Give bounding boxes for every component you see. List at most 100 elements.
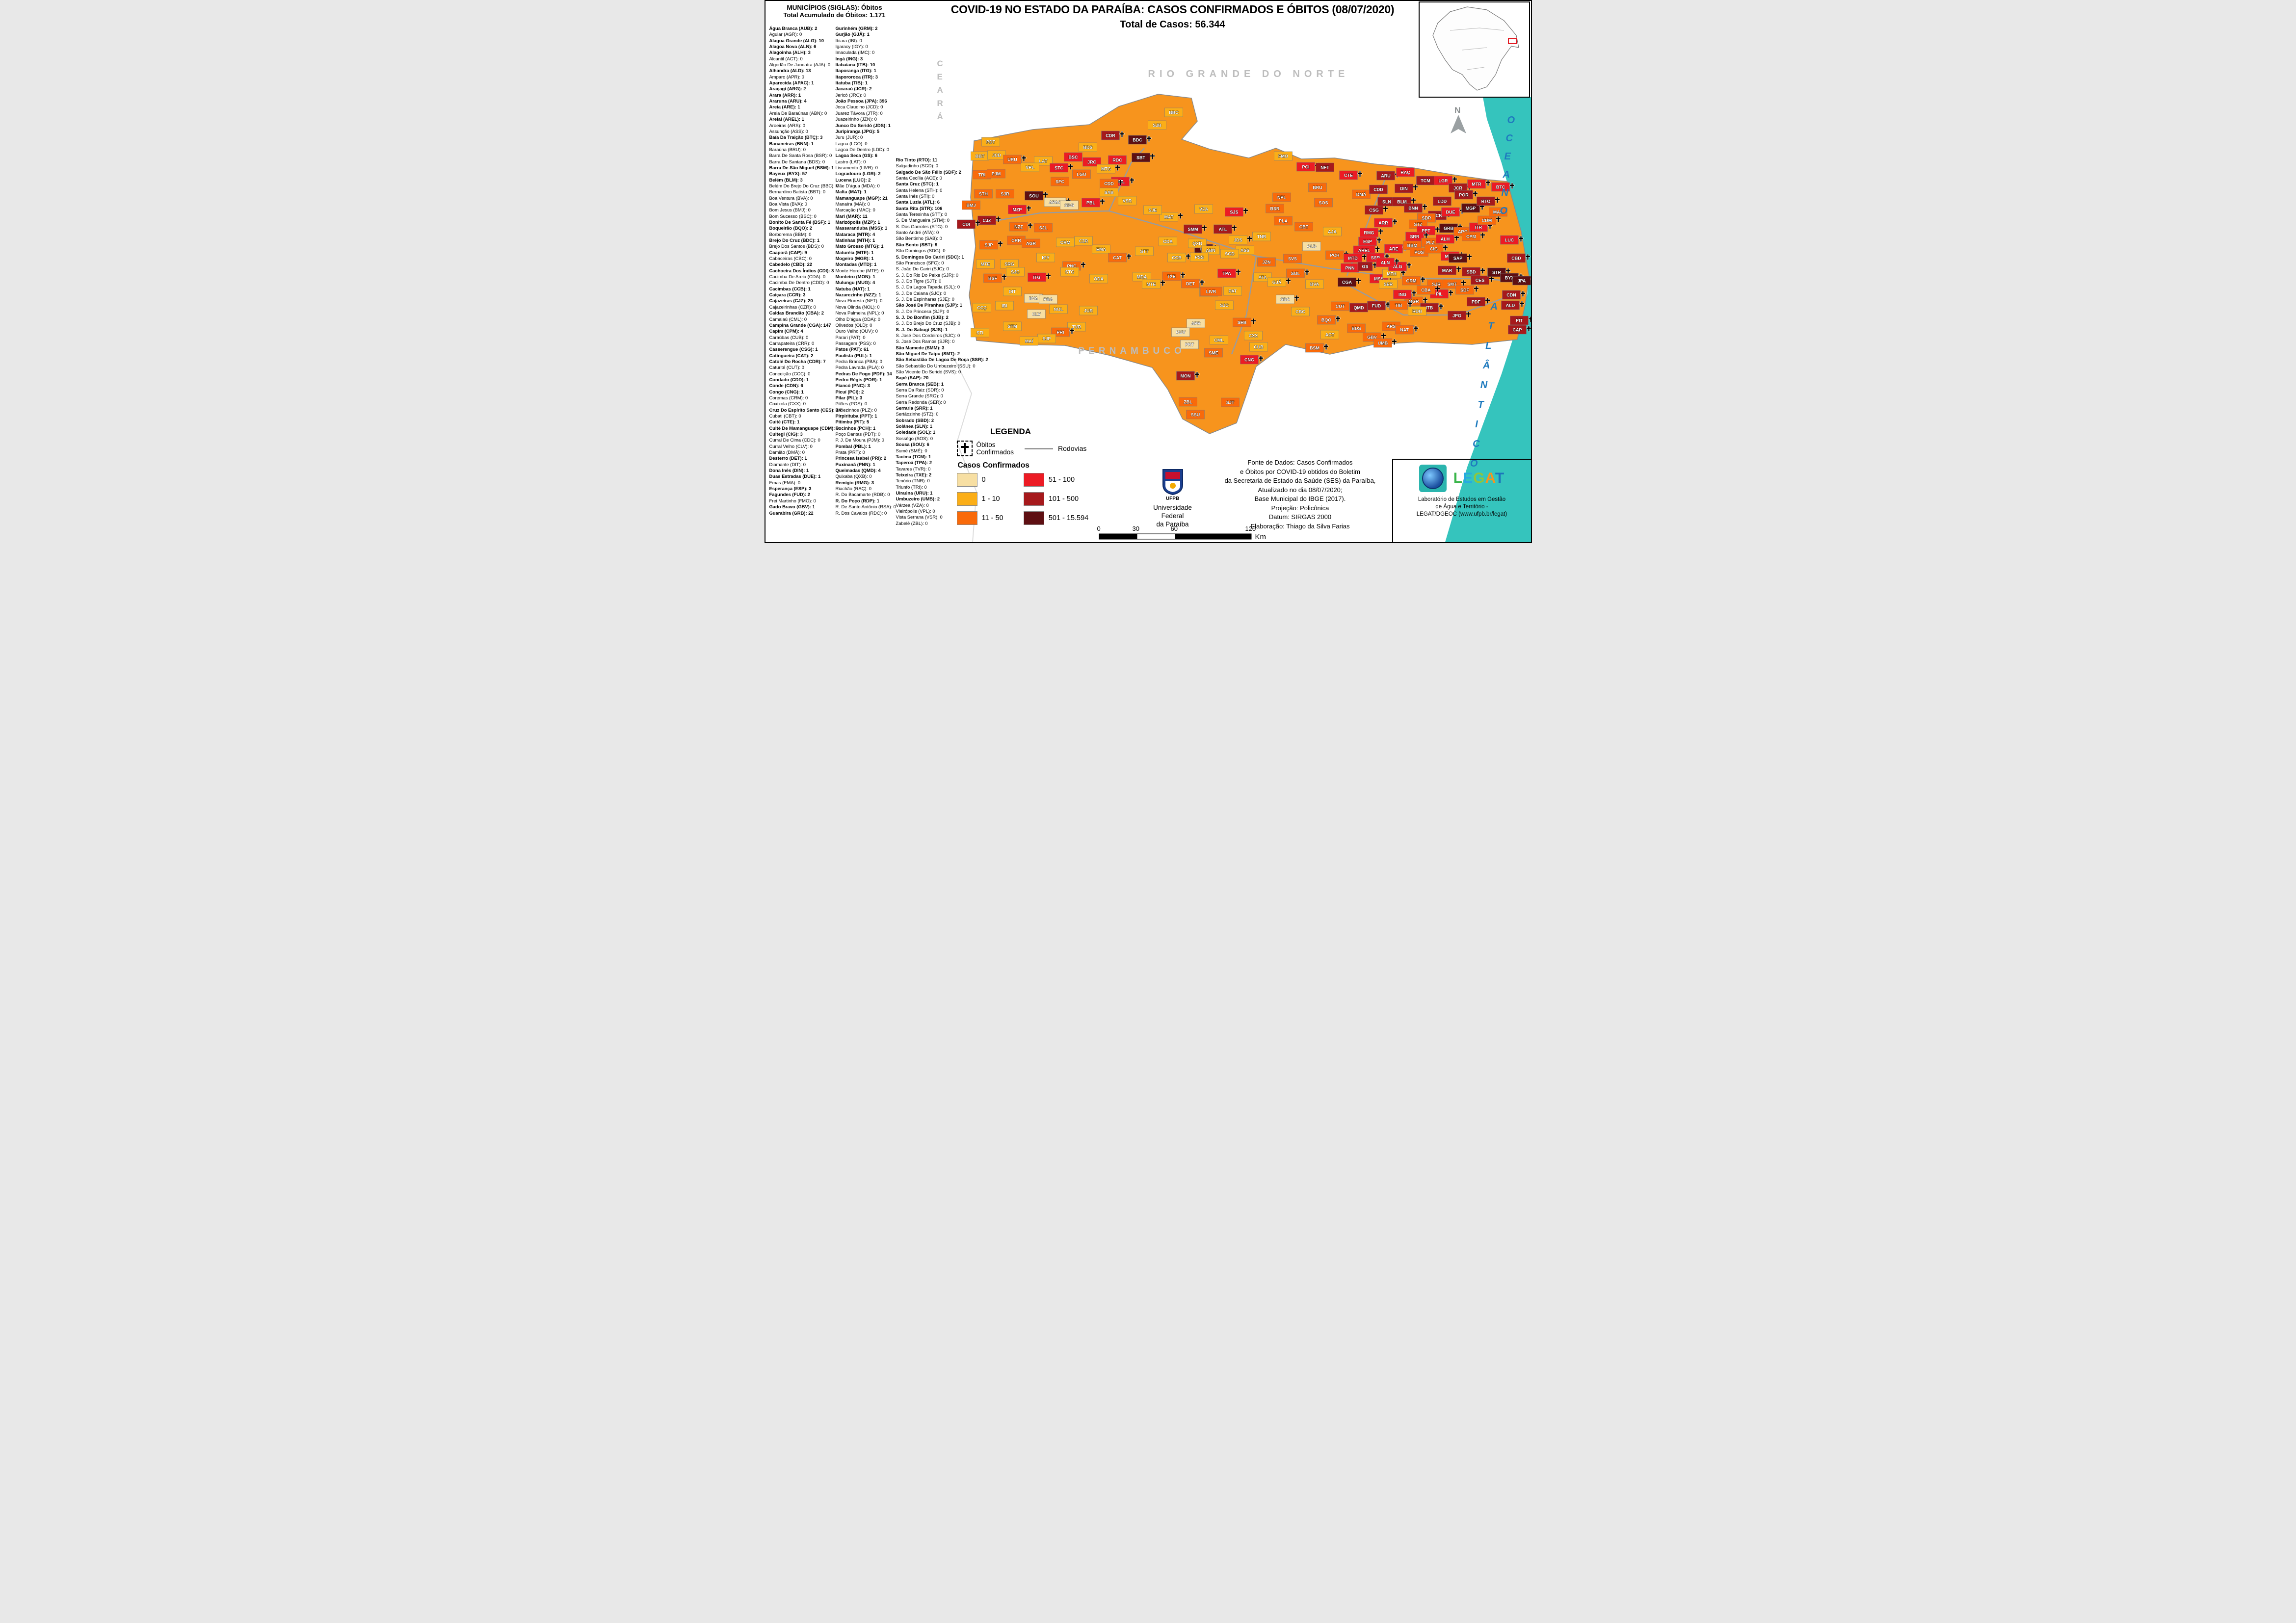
svg-text:BVA: BVA — [1310, 282, 1319, 287]
municipality-entry: Livramento (LIVR): 0 — [835, 164, 878, 170]
death-cross-marker — [1304, 269, 1310, 276]
death-cross-marker — [1372, 262, 1377, 269]
scalebar-unit: Km — [1255, 533, 1267, 541]
svg-text:MAR: MAR — [1442, 268, 1452, 273]
svg-text:BSF: BSF — [988, 276, 998, 281]
svg-text:CAP: CAP — [1512, 328, 1522, 333]
municipality-entry: Tavares (TVR): 0 — [896, 466, 931, 471]
svg-text:ALD: ALD — [1505, 303, 1515, 308]
municipality-entry: Mato Grosso (MTG): 1 — [835, 243, 884, 249]
svg-text:MAC: MAC — [1493, 210, 1503, 215]
svg-text:ITR: ITR — [1475, 225, 1482, 230]
municipality-map-label: MTR — [1467, 179, 1491, 189]
municipality-entry: Parari (PAT): 0 — [835, 334, 866, 340]
municipality-map-label: PDT — [981, 137, 1000, 147]
municipality-entry: Riachão (RAÇ): 0 — [835, 486, 871, 492]
svg-text:GS: GS — [1362, 264, 1368, 269]
municipality-entry: Desterro (DET): 1 — [769, 455, 807, 461]
death-cross-marker — [1374, 246, 1380, 253]
svg-text:PNC: PNC — [1067, 264, 1077, 269]
svg-text:ESP: ESP — [1363, 239, 1372, 244]
svg-text:MTG: MTG — [1101, 167, 1111, 172]
municipality-entry: Nova Palmeira (NPL): 0 — [835, 310, 884, 316]
svg-text:UMB: UMB — [1377, 341, 1388, 346]
municipality-entry: S. José Dos Ramos (SJR): 0 — [896, 339, 955, 344]
svg-text:JRC: JRC — [1087, 160, 1096, 165]
municipality-entry: Guarabira (GRB): 22 — [769, 510, 814, 516]
svg-text:ATL: ATL — [1218, 227, 1227, 232]
municipality-map-label: FMO — [1273, 151, 1293, 161]
svg-text:CDR: CDR — [1106, 133, 1115, 138]
municipality-entry: Duas Estradas (DUE): 1 — [769, 473, 821, 479]
municipality-entry: Bonito De Santa Fé (BSF): 1 — [769, 219, 830, 225]
svg-text:SRR: SRR — [1410, 235, 1420, 239]
total-cases: Total de Casos: 56.344 — [1120, 19, 1225, 30]
municipality-entry: Casserengue (CSG): 1 — [769, 346, 818, 352]
municipality-map-label: DMÃ — [1351, 189, 1371, 199]
municipality-entry: S. De Mangueira (STM): 0 — [896, 217, 950, 223]
municipality-map-label: NOL — [1049, 304, 1068, 314]
legend-class-item: 101 - 500 — [1023, 492, 1100, 506]
svg-text:VZA: VZA — [1199, 207, 1209, 212]
municipality-map-label: JPA — [1512, 276, 1531, 286]
municipality-map-label: BRU — [1308, 183, 1327, 192]
municipality-entry: Taperoá (TPA): 2 — [896, 460, 932, 466]
municipality-map-label: POR — [1454, 190, 1478, 200]
svg-text:ASS: ASS — [1240, 248, 1249, 253]
svg-text:DMÃ: DMÃ — [1356, 192, 1366, 197]
legend-class-swatch — [956, 473, 977, 487]
north-arrow: N — [1450, 105, 1466, 133]
legat-caption-line1: Laboratório de Estudos em Gestão — [1418, 497, 1506, 502]
death-cross-marker — [1355, 278, 1361, 285]
source-line: Fonte de Dados: Casos Confirmados — [1247, 459, 1353, 466]
death-cross-marker — [1045, 273, 1051, 280]
municipality-map-label: NZZ — [1009, 222, 1033, 232]
municipality-entry: Sousa (SOU): 6 — [896, 442, 929, 447]
scale-bar — [1099, 533, 1251, 540]
svg-text:MAÍ: MAÍ — [1025, 339, 1033, 344]
municipality-map-label: SJL — [1033, 223, 1053, 233]
municipality-entry: Sumé (SMÉ): 0 — [896, 447, 927, 453]
svg-text:URU: URU — [1007, 157, 1017, 162]
scalebar-tick-30: 30 — [1132, 525, 1139, 532]
municipality-map-label: VZA — [1194, 204, 1213, 214]
municipality-entry: Queimadas (QMD): 4 — [835, 468, 881, 473]
svg-text:NOL: NOL — [1054, 307, 1063, 312]
legat-caption-line3: LEGAT/DGEOC (www.ufpb.br/legat) — [1416, 511, 1507, 517]
municipality-entry: P. J. De Moura (PJM): 0 — [835, 437, 884, 443]
municipality-entry: Pilar (PIL): 3 — [835, 394, 863, 400]
svg-text:MTD: MTD — [1348, 256, 1358, 261]
scalebar-tick-120: 120 — [1245, 525, 1256, 532]
municipality-map-label: APR — [1186, 318, 1205, 328]
municipality-entry: Ibiara (IBI): 0 — [835, 37, 862, 43]
municipality-column-3: Rio Tinto (RTO): 11 Salgadinho (SGD): 0 Sa… — [896, 157, 988, 526]
death-cross-marker — [997, 240, 1003, 247]
death-cross-marker — [1067, 163, 1073, 170]
svg-text:MTE: MTE — [1146, 282, 1156, 287]
legend-obitos-label: Óbitos Confirmados — [976, 441, 1014, 456]
svg-text:JUR: JUR — [1083, 309, 1093, 314]
death-cross-marker — [1242, 208, 1248, 214]
svg-text:CCR: CCR — [1432, 213, 1442, 218]
municipality-entry: Boa Vista (BVA): 0 — [769, 201, 807, 207]
municipality-entry: S. José Dos Cordeiros (SJC): 0 — [896, 332, 960, 338]
death-cross-marker — [1099, 198, 1105, 205]
municipality-entry: Rio Tinto (RTO): 11 — [896, 157, 938, 162]
municipality-map-label: BSM — [1305, 343, 1329, 353]
municipality-map-label: CCB — [1167, 253, 1191, 262]
svg-text:ARE: ARE — [1389, 247, 1398, 252]
svg-text:CDN: CDN — [1506, 293, 1516, 298]
letter: A — [1503, 169, 1510, 180]
legend-class-item: 501 - 15.594 — [1023, 511, 1100, 525]
death-cross-marker — [1126, 253, 1132, 260]
svg-text:JPG: JPG — [1452, 314, 1461, 318]
municipality-entry: Cuitegi (CIG): 3 — [769, 431, 803, 437]
municipality-map-label: JPG — [1447, 311, 1471, 320]
municipality-entry: Nova Floresta (NFT): 0 — [835, 298, 883, 304]
svg-text:ARG: ARG — [1458, 230, 1468, 235]
municipality-map-label: ATA — [1253, 272, 1272, 282]
municipality-entry: Picuí (PCI): 2 — [835, 389, 864, 394]
municipality-entry: Assunção (ASS): 0 — [769, 128, 808, 134]
municipality-entry: Gado Bravo (GBV): 1 — [769, 504, 815, 510]
letter: N — [1480, 380, 1488, 391]
